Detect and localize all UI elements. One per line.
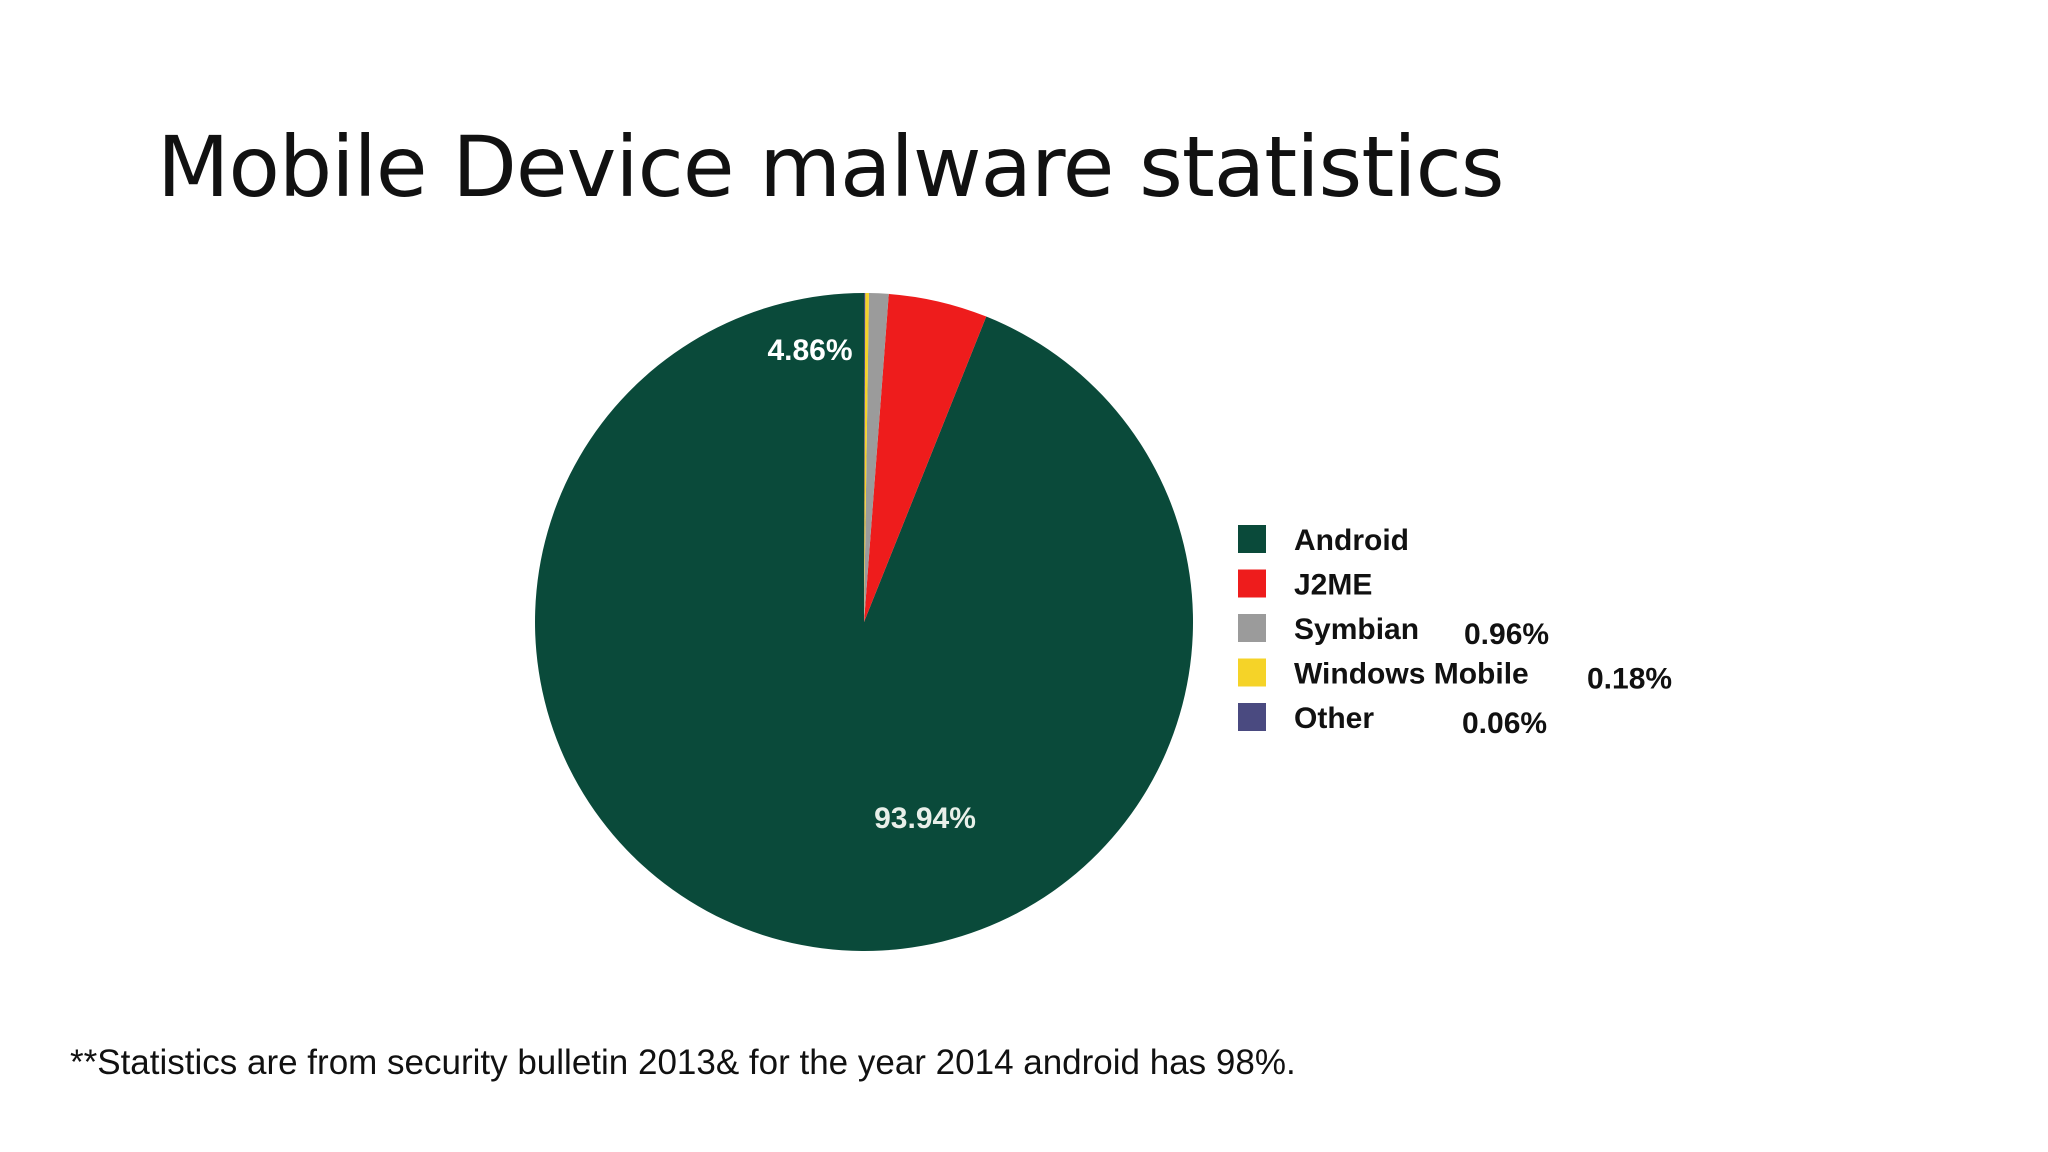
pie-slice-j2me (864, 293, 987, 622)
legend-item-symbian: Symbian 0.96% (1238, 613, 1549, 651)
legend-swatch-symbian (1238, 614, 1266, 642)
legend-label-other: Other (1294, 702, 1374, 735)
legend-swatch-other (1238, 703, 1266, 731)
legend-value-windows-mobile: 0.18% (1587, 663, 1672, 696)
pie-slices (535, 292, 1194, 952)
data-label-android: 93.94% (874, 802, 976, 835)
legend-swatch-j2me (1238, 569, 1266, 598)
pie-data-labels: 93.94% 4.86% (767, 334, 975, 835)
legend-item-j2me: J2ME (1238, 569, 1372, 602)
pie-slice-symbian (864, 293, 889, 622)
legend-item-other: Other 0.06% (1238, 702, 1547, 740)
legend-label-j2me: J2ME (1294, 569, 1372, 602)
legend-swatch-android (1238, 525, 1266, 553)
pie-slice-other (864, 292, 866, 622)
data-label-j2me: 4.86% (767, 334, 852, 367)
pie-slice-windows-mobile (864, 293, 869, 622)
chart-legend: Android J2ME Symbian 0.96% Windows Mobile 0.1… (1238, 524, 1672, 740)
legend-label-symbian: Symbian (1294, 613, 1419, 646)
legend-label-windows-mobile: Windows Mobile (1294, 658, 1529, 691)
legend-item-android: Android (1238, 524, 1409, 557)
legend-label-android: Android (1294, 524, 1409, 557)
pie-slice-android (535, 293, 1194, 952)
legend-item-windows-mobile: Windows Mobile 0.18% (1238, 658, 1672, 696)
legend-value-other: 0.06% (1462, 707, 1547, 740)
footnote: **Statistics are from security bulletin … (70, 1043, 1296, 1082)
legend-swatch-windows-mobile (1238, 658, 1266, 687)
slide-title: Mobile Device malware statistics (157, 118, 1505, 216)
legend-value-symbian: 0.96% (1464, 618, 1549, 651)
